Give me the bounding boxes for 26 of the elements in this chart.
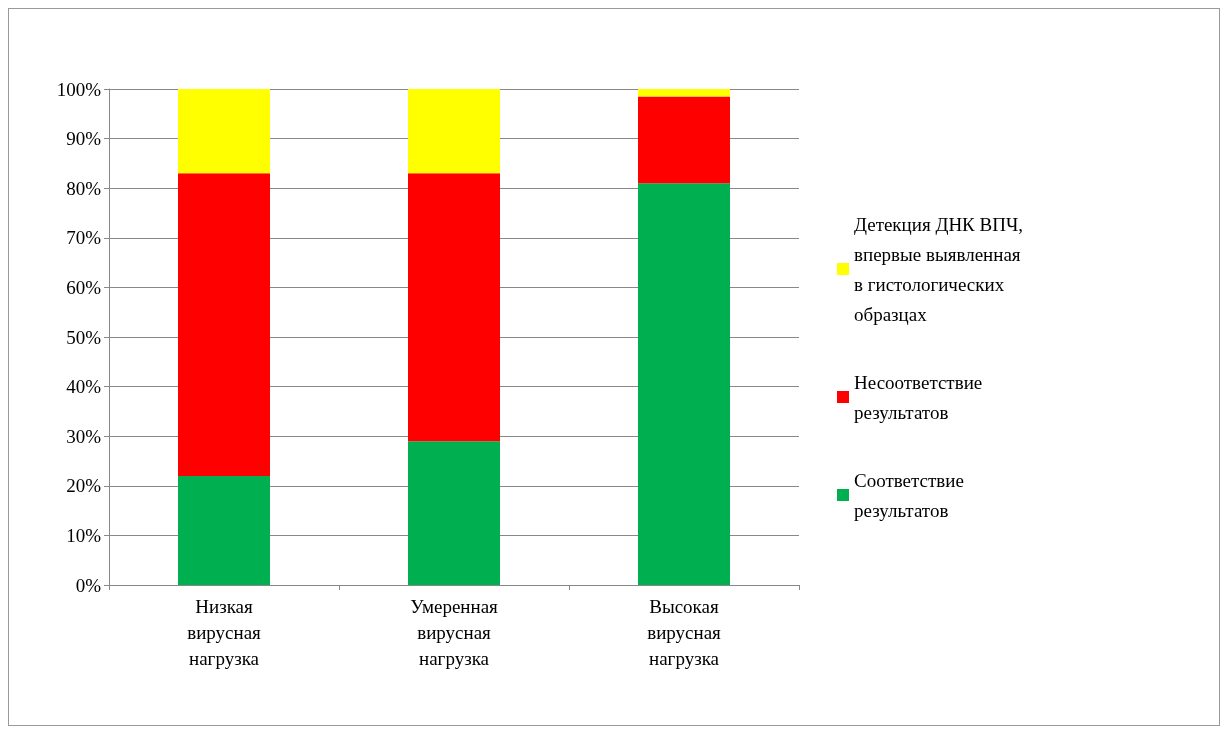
bar	[638, 96, 730, 184]
y-tick-label: 60%	[66, 276, 102, 298]
bar	[638, 183, 730, 585]
legend-label: Несоответствие результатов	[854, 371, 987, 423]
y-tick-label: 20%	[66, 475, 102, 497]
y-tick-label: 40%	[66, 376, 102, 398]
bar	[408, 173, 500, 442]
bar	[178, 475, 270, 585]
bar	[408, 441, 500, 585]
y-tick-label: 10%	[66, 524, 102, 546]
bar	[178, 173, 270, 476]
legend-label: Соответствие результатов	[854, 469, 969, 521]
y-tick-label: 0%	[75, 574, 102, 596]
y-tick-label: 100%	[56, 78, 102, 100]
bar	[408, 89, 500, 174]
y-tick-label: 50%	[66, 326, 102, 348]
bar	[638, 89, 730, 97]
x-tick-label: Высокая вирусная нагрузка	[647, 595, 722, 669]
bar	[178, 89, 270, 174]
y-tick-label: 30%	[66, 425, 102, 447]
y-tick-label: 90%	[66, 128, 102, 150]
y-tick-label: 80%	[66, 177, 102, 199]
x-tick-label: Умеренная вирусная нагрузка	[410, 595, 499, 669]
x-tick-label: Низкая вирусная нагрузка	[187, 595, 262, 669]
y-tick-label: 70%	[66, 227, 102, 249]
legend-label: Детекция ДНК ВПЧ, впервые выявленная в гистологических образцах	[854, 213, 1028, 325]
